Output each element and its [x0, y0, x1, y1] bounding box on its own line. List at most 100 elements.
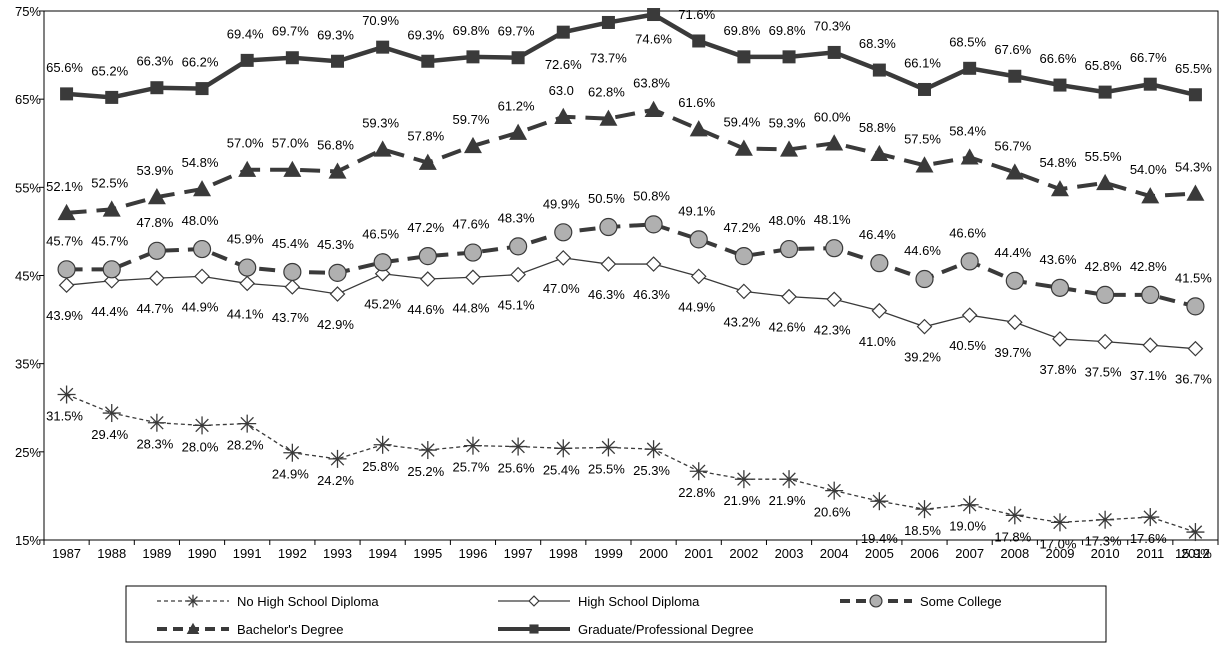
data-label-sc: 48.3%: [498, 210, 535, 225]
x-tick-label: 1988: [97, 546, 126, 561]
data-point-grad: [105, 90, 119, 104]
data-label-ba: 63.0: [549, 83, 574, 98]
data-label-nohs: 20.6%: [814, 505, 851, 520]
data-label-grad: 65.2%: [91, 63, 128, 78]
data-point-hs: [510, 266, 526, 283]
x-tick-label: 1994: [368, 546, 397, 561]
data-point-grad: [60, 87, 74, 101]
data-label-hs: 46.3%: [588, 287, 625, 302]
data-point-grad: [511, 51, 525, 65]
data-label-sc: 44.6%: [904, 243, 941, 258]
data-point-nohs: [509, 437, 528, 456]
x-tick-label: 2003: [775, 546, 804, 561]
data-label-sc: 42.8%: [1130, 259, 1167, 274]
data-point-grad: [963, 61, 977, 75]
data-point-grad: [647, 8, 661, 22]
data-point-ba: [1141, 187, 1160, 204]
data-point-grad: [466, 50, 480, 64]
data-point-nohs: [689, 462, 708, 481]
y-tick-label: 25%: [15, 445, 41, 460]
data-label-ba: 62.8%: [588, 85, 625, 100]
data-point-nohs: [328, 449, 347, 468]
data-label-grad: 69.7%: [272, 24, 309, 39]
data-label-hs: 44.9%: [182, 299, 219, 314]
data-point-hs: [1097, 333, 1113, 350]
legend-item-nohs: No High School Diploma: [157, 594, 379, 609]
data-point-sc: [734, 247, 753, 266]
data-point-nohs: [147, 413, 166, 432]
data-point-nohs: [825, 481, 844, 500]
data-point-nohs: [1050, 513, 1069, 532]
data-label-nohs: 19.0%: [949, 519, 986, 534]
x-tick-label: 2001: [684, 546, 713, 561]
data-label-sc: 46.6%: [949, 225, 986, 240]
data-point-ba: [599, 109, 618, 126]
data-label-grad: 66.2%: [182, 55, 219, 70]
data-point-grad: [421, 54, 435, 68]
data-label-grad: 68.3%: [859, 36, 896, 51]
data-point-hs: [1142, 337, 1159, 354]
data-point-nohs: [1186, 523, 1205, 542]
data-label-ba: 59.3%: [362, 115, 399, 130]
data-point-nohs: [238, 414, 257, 433]
data-point-ba: [1096, 173, 1115, 191]
data-point-ba: [644, 100, 663, 117]
data-point-nohs: [644, 440, 663, 459]
data-label-grad: 69.3%: [407, 27, 444, 42]
data-label-ba: 52.5%: [91, 175, 128, 190]
x-tick-label: 1990: [188, 546, 217, 561]
data-point-nohs: [734, 470, 753, 489]
data-label-hs: 47.0%: [543, 281, 580, 296]
data-point-hs: [916, 318, 933, 335]
data-label-ba: 54.0%: [1130, 162, 1167, 177]
data-point-grad: [285, 51, 299, 65]
legend-marker-nohs: [186, 594, 200, 608]
x-tick-label: 1999: [594, 546, 623, 561]
x-tick-label: 1992: [278, 546, 307, 561]
data-point-nohs: [418, 441, 437, 460]
data-label-hs: 46.3%: [633, 287, 670, 302]
data-point-hs: [736, 283, 752, 300]
data-label-ba: 57.0%: [227, 136, 264, 151]
data-label-hs: 43.7%: [272, 310, 309, 325]
series-line-grad: [66, 12, 1196, 100]
data-point-ba: [734, 139, 753, 156]
data-label-ba: 61.6%: [678, 95, 715, 110]
data-label-nohs: 25.5%: [588, 461, 625, 476]
data-point-grad: [782, 50, 796, 64]
data-point-grad: [331, 54, 344, 68]
data-label-ba: 63.8%: [633, 76, 670, 91]
data-point-hs: [419, 271, 436, 287]
legend-marker-ba: [186, 622, 200, 635]
data-label-grad: 66.3%: [136, 54, 173, 69]
data-label-hs: 44.8%: [453, 300, 490, 315]
data-point-ba: [960, 148, 979, 165]
data-point-nohs: [780, 470, 799, 489]
data-point-ba: [418, 153, 437, 170]
data-label-nohs: 17.8%: [994, 529, 1031, 544]
data-point-sc: [147, 241, 166, 260]
x-tick-label: 1987: [52, 546, 81, 561]
x-tick-label: 2011: [1136, 546, 1164, 561]
series-ba: [57, 100, 1205, 221]
data-point-nohs: [599, 438, 618, 457]
data-point-hs: [781, 288, 797, 305]
data-point-grad: [240, 53, 254, 67]
legend-label-sc: Some College: [920, 594, 1002, 609]
data-point-sc: [1141, 285, 1160, 304]
data-point-grad: [376, 40, 390, 54]
data-point-ba: [1050, 180, 1069, 197]
y-tick-label: 35%: [15, 357, 41, 372]
data-point-hs: [465, 269, 481, 286]
legend-marker-grad: [529, 624, 539, 634]
series-line-ba: [66, 107, 1196, 215]
data-label-grad: 69.8%: [453, 23, 490, 38]
data-label-nohs: 25.4%: [543, 462, 580, 477]
data-label-grad: 69.8%: [723, 23, 760, 38]
x-tick-label: 2000: [639, 546, 668, 561]
data-label-nohs: 25.6%: [498, 461, 535, 476]
y-tick-label: 75%: [15, 4, 41, 19]
data-label-sc: 44.4%: [994, 245, 1031, 260]
data-point-sc: [825, 239, 844, 258]
